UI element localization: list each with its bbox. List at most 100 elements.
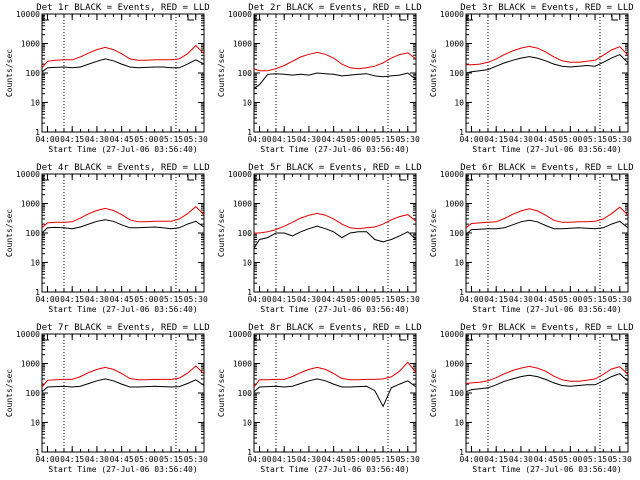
x-tick-label: 04:15	[272, 135, 296, 144]
chart-panel-8: Det 8r BLACK = Events, RED = LLD 1 10 100 10…	[217, 323, 422, 474]
chart-title: Det 6r BLACK = Events, RED = LLD	[460, 163, 633, 173]
x-axis-label: Start Time (27-Jul-06 03:56:40)	[260, 305, 409, 314]
x-tick-label: 04:00	[459, 135, 483, 144]
series-line-lld	[254, 212, 417, 234]
y-tick-label: 1000	[233, 200, 252, 209]
y-tick-label: 10	[242, 419, 252, 428]
y-tick-label: 10	[30, 419, 40, 428]
corner-mark-left	[42, 175, 49, 181]
y-tick-label: 100	[26, 69, 41, 78]
x-tick-label: 04:30	[85, 135, 109, 144]
x-tick-label: 04:30	[509, 455, 533, 464]
chart-title: Det 7r BLACK = Events, RED = LLD	[36, 323, 209, 333]
series-line-lld	[253, 51, 417, 72]
x-axis-label: Start Time (27-Jul-06 03:56:40)	[48, 305, 197, 314]
x-tick-label: 04:15	[60, 455, 84, 464]
plot-frame	[465, 173, 629, 293]
x-tick-label: 05:15	[583, 135, 607, 144]
y-tick-label: 1	[247, 448, 252, 457]
series-line-lld	[465, 206, 629, 229]
chart-panel-9: Det 9r BLACK = Events, RED = LLD 1 10 100 10…	[429, 323, 634, 474]
x-tick-label: 04:15	[484, 455, 508, 464]
series-line-events	[41, 219, 205, 234]
x-tick-label: 05:30	[608, 455, 632, 464]
series-line-lld	[41, 365, 205, 388]
y-tick-label: 1	[35, 288, 40, 297]
x-tick-label: 05:00	[346, 295, 370, 304]
y-tick-label: 10	[242, 259, 252, 268]
y-axis-label: Counts/sec	[217, 209, 226, 257]
x-tick-label: 05:15	[583, 295, 607, 304]
y-tick-label: 1	[459, 288, 464, 297]
series-line-events	[253, 225, 417, 249]
corner-mark-left	[466, 15, 473, 21]
series-line-lld	[41, 206, 205, 229]
x-tick-label: 04:45	[534, 455, 558, 464]
corner-mark	[399, 15, 406, 21]
series-line-lld	[41, 44, 205, 69]
y-axis-label: Counts/sec	[5, 209, 14, 257]
corner-mark	[611, 175, 618, 181]
y-axis-label: Counts/sec	[217, 49, 226, 97]
y-axis-label: Counts/sec	[5, 369, 14, 417]
x-tick-label: 05:30	[184, 455, 208, 464]
corner-mark-left	[254, 175, 261, 181]
y-axis-label: Counts/sec	[429, 209, 438, 257]
x-tick-label: 04:45	[534, 295, 558, 304]
x-tick-label: 05:00	[134, 295, 158, 304]
x-tick-label: 05:00	[134, 455, 158, 464]
chart-panel-1: Det 1r BLACK = Events, RED = LLD 1 10 100 10…	[5, 3, 210, 154]
y-tick-label: 1000	[445, 40, 464, 49]
x-axis-label: Start Time (27-Jul-06 03:56:40)	[472, 305, 621, 314]
x-tick-label: 04:30	[509, 135, 533, 144]
x-tick-label: 04:30	[297, 135, 321, 144]
chart-panel-2: Det 2r BLACK = Events, RED = LLD 1 10 100 10…	[217, 3, 422, 154]
x-tick-label: 05:15	[371, 455, 395, 464]
y-tick-label: 1000	[21, 200, 40, 209]
plot-frame	[465, 333, 629, 453]
plot-frame	[41, 13, 205, 133]
x-tick-label: 05:00	[558, 135, 582, 144]
corner-mark-left	[466, 335, 473, 341]
x-tick-label: 04:30	[297, 455, 321, 464]
series-line-events	[465, 373, 629, 393]
x-tick-label: 05:30	[184, 135, 208, 144]
x-tick-label: 05:15	[371, 295, 395, 304]
plot-frame	[253, 13, 417, 133]
corner-mark	[187, 15, 194, 21]
x-tick-label: 04:45	[322, 135, 346, 144]
corner-mark	[611, 15, 618, 21]
x-tick-label: 04:30	[297, 295, 321, 304]
y-tick-label: 100	[238, 69, 253, 78]
y-tick-label: 1000	[445, 200, 464, 209]
y-tick-label: 10000	[228, 10, 252, 19]
x-tick-label: 05:15	[371, 135, 395, 144]
chart-title: Det 9r BLACK = Events, RED = LLD	[460, 323, 633, 333]
chart-panel-7: Det 7r BLACK = Events, RED = LLD 1 10 100 10…	[5, 323, 210, 474]
x-tick-label: 05:30	[396, 455, 420, 464]
x-tick-label: 04:15	[272, 455, 296, 464]
y-tick-label: 1000	[21, 40, 40, 49]
y-tick-label: 1	[459, 128, 464, 137]
x-tick-label: 05:00	[346, 135, 370, 144]
series-line-events	[253, 378, 417, 408]
series-line-events	[41, 58, 205, 73]
y-tick-label: 1	[459, 448, 464, 457]
x-tick-label: 04:00	[35, 135, 59, 144]
y-tick-label: 100	[450, 69, 465, 78]
chart-title: Det 5r BLACK = Events, RED = LLD	[248, 163, 421, 173]
series-line-events	[41, 378, 205, 393]
corner-mark-left	[466, 175, 473, 181]
chart-title: Det 4r BLACK = Events, RED = LLD	[36, 163, 209, 173]
x-tick-label: 04:15	[484, 295, 508, 304]
corner-mark	[399, 175, 406, 181]
x-tick-label: 04:15	[60, 295, 84, 304]
x-tick-label: 04:00	[247, 295, 271, 304]
series-line-events	[465, 54, 629, 74]
plot-frame	[465, 13, 629, 133]
x-tick-label: 05:00	[134, 135, 158, 144]
x-axis-label: Start Time (27-Jul-06 03:56:40)	[260, 145, 409, 154]
x-tick-label: 04:45	[110, 135, 134, 144]
x-tick-label: 05:15	[583, 455, 607, 464]
